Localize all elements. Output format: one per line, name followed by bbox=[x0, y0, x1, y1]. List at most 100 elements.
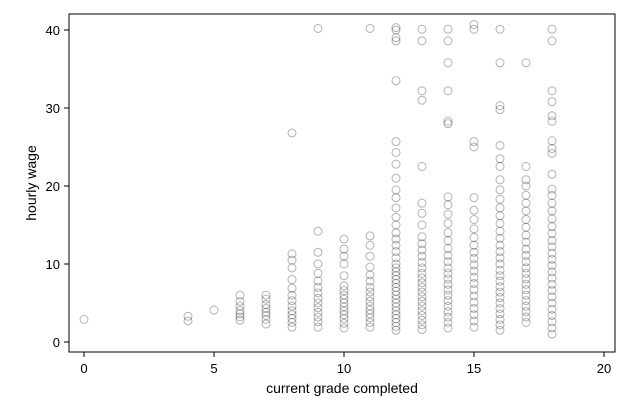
data-point bbox=[469, 215, 479, 225]
data-point bbox=[547, 36, 557, 46]
data-point bbox=[547, 136, 557, 146]
data-point bbox=[547, 323, 557, 333]
data-point bbox=[547, 116, 557, 126]
data-point bbox=[547, 248, 557, 258]
data-point bbox=[391, 33, 401, 43]
data-point bbox=[417, 310, 427, 320]
data-point bbox=[443, 301, 453, 311]
data-point bbox=[495, 58, 505, 68]
data-point bbox=[339, 259, 349, 269]
data-point bbox=[313, 317, 323, 327]
data-point bbox=[313, 322, 323, 332]
data-points bbox=[79, 20, 557, 339]
data-point bbox=[391, 25, 401, 35]
data-point bbox=[339, 290, 349, 300]
data-point bbox=[443, 279, 453, 289]
data-point bbox=[417, 287, 427, 297]
data-point bbox=[469, 142, 479, 152]
data-point bbox=[183, 311, 193, 321]
data-point bbox=[521, 263, 531, 273]
data-point bbox=[469, 266, 479, 276]
data-point bbox=[521, 230, 531, 240]
data-point bbox=[313, 247, 323, 257]
data-point bbox=[443, 192, 453, 202]
data-point bbox=[391, 247, 401, 257]
data-point bbox=[417, 306, 427, 316]
data-point bbox=[365, 305, 375, 315]
data-point bbox=[365, 270, 375, 280]
data-point bbox=[547, 184, 557, 194]
data-point bbox=[391, 220, 401, 230]
data-point bbox=[521, 307, 531, 317]
data-point bbox=[521, 268, 531, 278]
data-point bbox=[313, 312, 323, 322]
data-point bbox=[495, 203, 505, 213]
data-point bbox=[287, 290, 297, 300]
data-point bbox=[547, 206, 557, 216]
data-point bbox=[417, 162, 427, 171]
data-point bbox=[287, 255, 297, 265]
data-point bbox=[547, 148, 557, 158]
data-point bbox=[443, 307, 453, 317]
data-point bbox=[365, 276, 375, 286]
data-point bbox=[391, 279, 401, 288]
data-point bbox=[443, 250, 453, 260]
data-point bbox=[287, 310, 297, 320]
x-tick-label: 20 bbox=[597, 361, 611, 376]
data-point bbox=[313, 276, 323, 286]
data-point bbox=[443, 36, 453, 46]
data-point bbox=[417, 251, 427, 261]
data-point bbox=[443, 243, 453, 253]
data-point bbox=[495, 276, 505, 286]
data-point bbox=[547, 254, 557, 264]
data-point bbox=[443, 318, 453, 327]
data-point bbox=[417, 220, 427, 230]
data-point bbox=[209, 305, 219, 315]
data-point bbox=[547, 144, 557, 154]
data-point bbox=[365, 292, 375, 302]
data-point bbox=[521, 222, 531, 232]
data-point bbox=[287, 275, 297, 285]
data-point bbox=[391, 294, 401, 304]
data-point bbox=[495, 24, 505, 34]
data-point bbox=[469, 247, 479, 257]
data-point bbox=[495, 185, 505, 195]
y-tick-label: 10 bbox=[46, 257, 60, 272]
data-point bbox=[521, 206, 531, 216]
data-point bbox=[495, 293, 505, 303]
data-point bbox=[235, 315, 245, 325]
data-point bbox=[495, 105, 505, 115]
x-tick-label: 0 bbox=[80, 361, 87, 376]
data-point bbox=[469, 224, 479, 234]
data-point bbox=[417, 273, 427, 283]
data-point bbox=[365, 322, 375, 332]
data-point bbox=[235, 296, 245, 306]
data-point bbox=[339, 281, 349, 291]
data-point bbox=[469, 193, 479, 203]
data-point bbox=[547, 222, 557, 232]
data-point bbox=[521, 279, 531, 289]
data-point bbox=[495, 194, 505, 204]
data-point bbox=[391, 234, 401, 244]
data-point bbox=[391, 290, 401, 300]
data-point bbox=[547, 111, 557, 121]
data-point bbox=[287, 128, 297, 138]
y-tick-label: 20 bbox=[46, 179, 60, 194]
y-tick-label: 0 bbox=[53, 335, 60, 350]
data-point bbox=[261, 290, 271, 300]
data-point bbox=[365, 282, 375, 292]
data-point bbox=[235, 301, 245, 311]
data-point bbox=[495, 211, 505, 221]
data-point bbox=[339, 306, 349, 316]
data-point bbox=[443, 58, 453, 68]
data-point bbox=[547, 267, 557, 277]
data-point bbox=[313, 268, 323, 278]
data-point bbox=[339, 251, 349, 261]
data-point bbox=[495, 226, 505, 236]
data-point bbox=[443, 323, 453, 333]
data-point bbox=[521, 250, 531, 260]
data-point bbox=[261, 294, 271, 304]
data-point bbox=[547, 304, 557, 314]
data-point bbox=[235, 290, 245, 300]
y-tick-label: 30 bbox=[46, 101, 60, 116]
